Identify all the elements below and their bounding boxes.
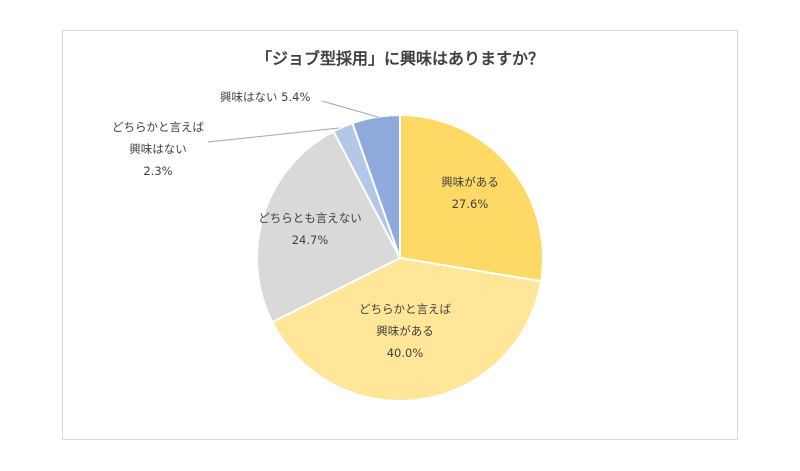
chart-title: 「ジョブ型採用」に興味はありますか？ bbox=[255, 49, 544, 68]
slice-label-5: 興味はない 5.4% bbox=[220, 90, 310, 104]
slice-label-2: どちらかと言えば興味がある 40.0% bbox=[359, 302, 451, 360]
pie-slice-1 bbox=[399, 113, 544, 283]
leader-line-5 bbox=[321, 100, 379, 118]
slice-label-3: どちらとも言えない 24.7% bbox=[258, 211, 362, 247]
slice-label-1: 興味がある 27.6% bbox=[441, 175, 499, 211]
pie-slice-2 bbox=[270, 256, 543, 402]
slice-label-4: どちらかと言えば興味はない 2.3% bbox=[112, 120, 204, 178]
pie-slice-5 bbox=[351, 113, 401, 259]
leader-line-4 bbox=[207, 127, 340, 143]
pie-slice-3 bbox=[256, 130, 402, 324]
